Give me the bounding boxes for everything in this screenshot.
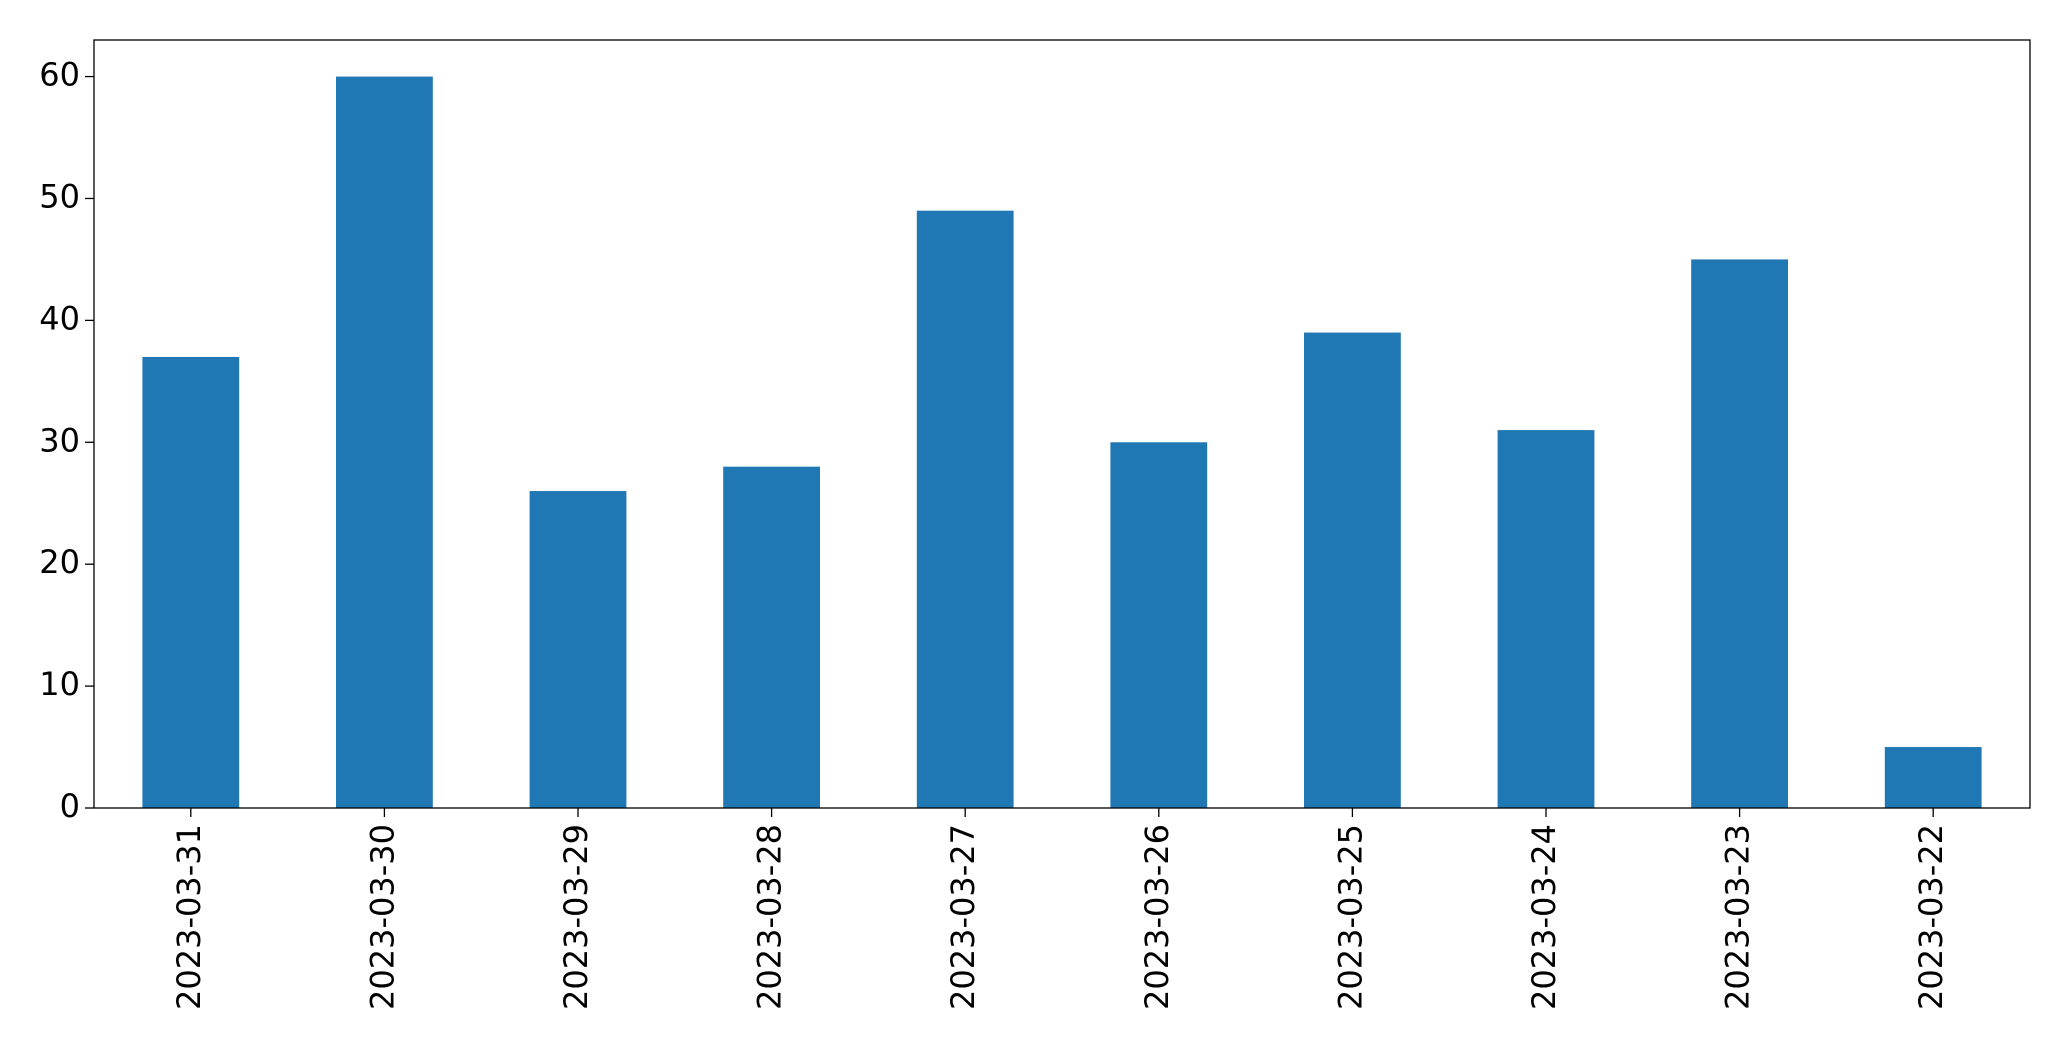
plot-area: 0 10 20 30 40 50 60 2023-03-31 2023-03-30 2023-03… — [39, 56, 1982, 1010]
x-tick-label: 2023-03-28 — [751, 824, 789, 1010]
y-tick-label: 10 — [39, 665, 80, 703]
bar — [529, 491, 627, 808]
bar — [916, 210, 1014, 808]
x-tick-label: 2023-03-25 — [1331, 824, 1369, 1010]
bar — [1304, 332, 1401, 808]
axes-frame — [93, 39, 2031, 809]
y-tick-label: 0 — [60, 787, 80, 825]
bar — [1884, 747, 1982, 808]
x-tick-label: 2023-03-22 — [1912, 824, 1950, 1010]
bar — [1110, 442, 1208, 808]
x-tick-label: 2023-03-26 — [1138, 824, 1176, 1010]
x-tick-label: 2023-03-24 — [1525, 824, 1563, 1010]
y-tick-label: 40 — [39, 299, 80, 337]
x-tick-label: 2023-03-27 — [944, 824, 982, 1010]
y-tick-label: 50 — [39, 177, 80, 215]
y-tick-label: 20 — [39, 543, 80, 581]
x-tick-label: 2023-03-31 — [170, 824, 208, 1010]
x-tick-label: 2023-03-29 — [557, 824, 595, 1010]
bar — [336, 76, 433, 809]
bar — [142, 356, 240, 808]
x-tick-label: 2023-03-23 — [1719, 824, 1757, 1010]
bar — [723, 466, 820, 808]
bar — [1691, 259, 1788, 808]
y-tick-label: 60 — [39, 56, 80, 94]
x-tick-label: 2023-03-30 — [363, 824, 401, 1010]
bar — [1497, 430, 1595, 808]
y-tick-label: 30 — [39, 421, 80, 459]
